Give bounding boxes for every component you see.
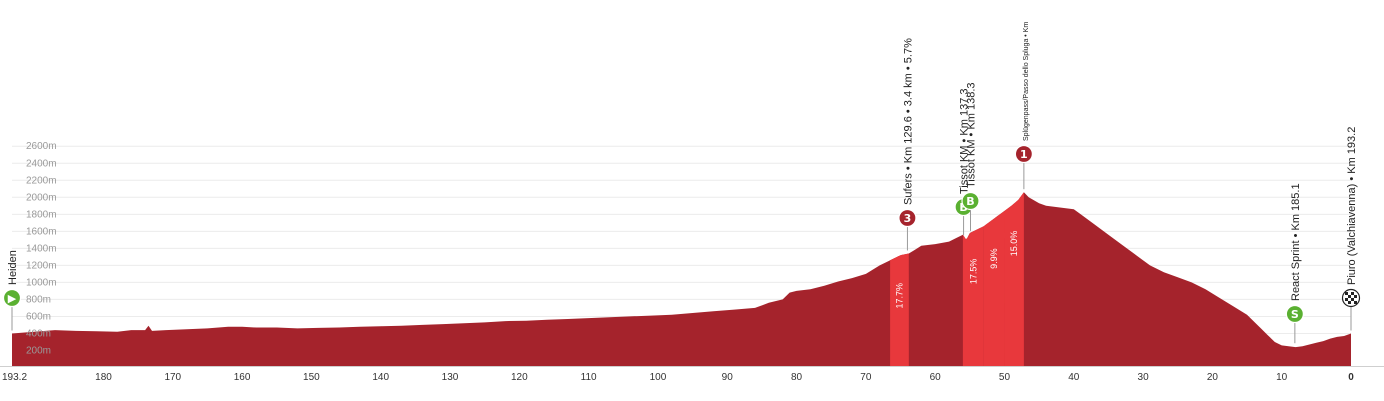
waypoint-sufers-km-129-6-3-4-km-5: 3 Sufers • Km 129.6 • 3.4 km • 5.7% <box>898 38 917 251</box>
x-tick-label: 180 <box>95 372 112 383</box>
waypoint-label: React Sprint • Km 185.1 <box>1290 183 1302 301</box>
y-tick-label: 1800m <box>26 209 57 220</box>
checker-square <box>1351 292 1354 295</box>
x-tick-label: 90 <box>722 372 734 383</box>
y-tick-label: 1000m <box>26 277 57 288</box>
y-tick-label: 200m <box>26 345 51 356</box>
waypoint-label: Tissot KM • Km 138.3 <box>966 82 978 188</box>
elevation-area-path <box>12 192 1351 366</box>
climb-segment <box>890 253 909 366</box>
sprint-symbol: S <box>1291 308 1299 321</box>
gradient-labels: 17.7% 17.5% 9.9% 15.0% <box>894 231 1019 309</box>
waypoint-react-sprint-km-185-1: S React Sprint • Km 185.1 <box>1285 183 1304 344</box>
x-tick-label: 160 <box>234 372 251 383</box>
grid-lines <box>0 145 1384 367</box>
waypoint-tissot-km-km-138-3: B Tissot KM • Km 138.3 <box>961 82 980 231</box>
checker-square <box>1348 295 1351 298</box>
x-tick-label: 50 <box>999 372 1011 383</box>
climb-cat-1-symbol: 1 <box>1020 148 1028 161</box>
x-tick-label: 70 <box>860 372 872 383</box>
y-tick-label: 800m <box>26 294 51 305</box>
checker-square <box>1345 292 1348 295</box>
y-tick-label: 1200m <box>26 260 57 271</box>
checker-square <box>1354 301 1357 304</box>
x-tick-label: 60 <box>930 372 942 383</box>
start-symbol: ▶ <box>8 292 17 305</box>
climb-segment <box>962 226 984 366</box>
bonus-sprint-symbol: B <box>959 201 967 214</box>
gradient-label: 17.7% <box>894 283 904 309</box>
x-tick-label: 170 <box>164 372 181 383</box>
y-tick-label: 2000m <box>26 192 57 203</box>
x-tick-label: 120 <box>511 372 528 383</box>
x-axis-ticks: 193.2 180 170 160 150 140 130 120 110 100 90 80 70 60… <box>2 372 1354 383</box>
checker-square <box>1351 298 1354 301</box>
x-tick-label: 20 <box>1207 372 1219 383</box>
checker-square <box>1345 298 1348 301</box>
x-tick-label: 40 <box>1068 372 1080 383</box>
waypoint-heiden: ▶ Heiden <box>2 250 22 331</box>
climb-cat-3-icon <box>898 208 917 228</box>
climb-cat-1-icon <box>1014 144 1033 164</box>
climb-segment <box>983 210 1005 366</box>
bonus-sprint-icon <box>961 191 980 211</box>
y-tick-label: 1400m <box>26 243 57 254</box>
x-tick-label: 150 <box>303 372 320 383</box>
bonus-sprint-symbol: B <box>966 195 974 208</box>
sprint-icon <box>1285 304 1304 324</box>
waypoint-markers: ▶ Heiden 3 Sufers • Km 129.6 • 3.4 km • 5.7… <box>2 22 1361 344</box>
waypoint-piuro-valchiavenna-km-19: Piuro (Valchiavenna) • Km 193.2 <box>1341 127 1361 331</box>
climb-segments <box>890 192 1024 366</box>
gradient-label: 17.5% <box>968 259 978 285</box>
x-tick-label: 0 <box>1348 372 1354 383</box>
x-tick-label: 110 <box>581 372 597 383</box>
gradient-label: 15.0% <box>1009 231 1019 257</box>
waypoint-label: Piuro (Valchiavenna) • Km 193.2 <box>1346 127 1358 285</box>
x-tick-label: 193.2 <box>2 372 27 383</box>
y-tick-label: 1600m <box>26 226 57 237</box>
gradient-label: 9.9% <box>989 248 999 269</box>
waypoint-label: Tissot KM • Km 137.3 <box>959 88 971 194</box>
checker-square <box>1354 295 1357 298</box>
x-tick-label: 80 <box>791 372 803 383</box>
start-icon <box>2 288 22 308</box>
waypoint-label: Sufers • Km 129.6 • 3.4 km • 5.7% <box>902 38 914 205</box>
checker-square <box>1348 301 1351 304</box>
y-axis-ticks: 200m 400m 600m 800m 1000m 1200m 1400m 1600m 1800… <box>26 141 57 356</box>
climb-cat-3-symbol: 3 <box>904 212 912 225</box>
elevation-area <box>12 192 1351 366</box>
y-tick-label: 2600m <box>26 141 57 152</box>
x-tick-label: 10 <box>1276 372 1288 383</box>
x-tick-label: 140 <box>372 372 389 383</box>
x-tick-label: 100 <box>650 372 667 383</box>
waypoint-label: Splügenpass/Passo dello Spluga • Km <box>1023 22 1030 141</box>
waypoint-label: Heiden <box>7 250 19 285</box>
climb-segment <box>1004 192 1024 366</box>
x-tick-label: 30 <box>1138 372 1150 383</box>
y-tick-label: 400m <box>26 328 51 339</box>
waypoint-spl-genpass-passo-dello-: 1 Splügenpass/Passo dello Spluga • Km <box>1014 22 1033 190</box>
x-tick-label: 130 <box>442 372 459 383</box>
y-tick-label: 600m <box>26 311 51 322</box>
y-tick-label: 2400m <box>26 158 57 169</box>
y-tick-label: 2200m <box>26 175 57 186</box>
